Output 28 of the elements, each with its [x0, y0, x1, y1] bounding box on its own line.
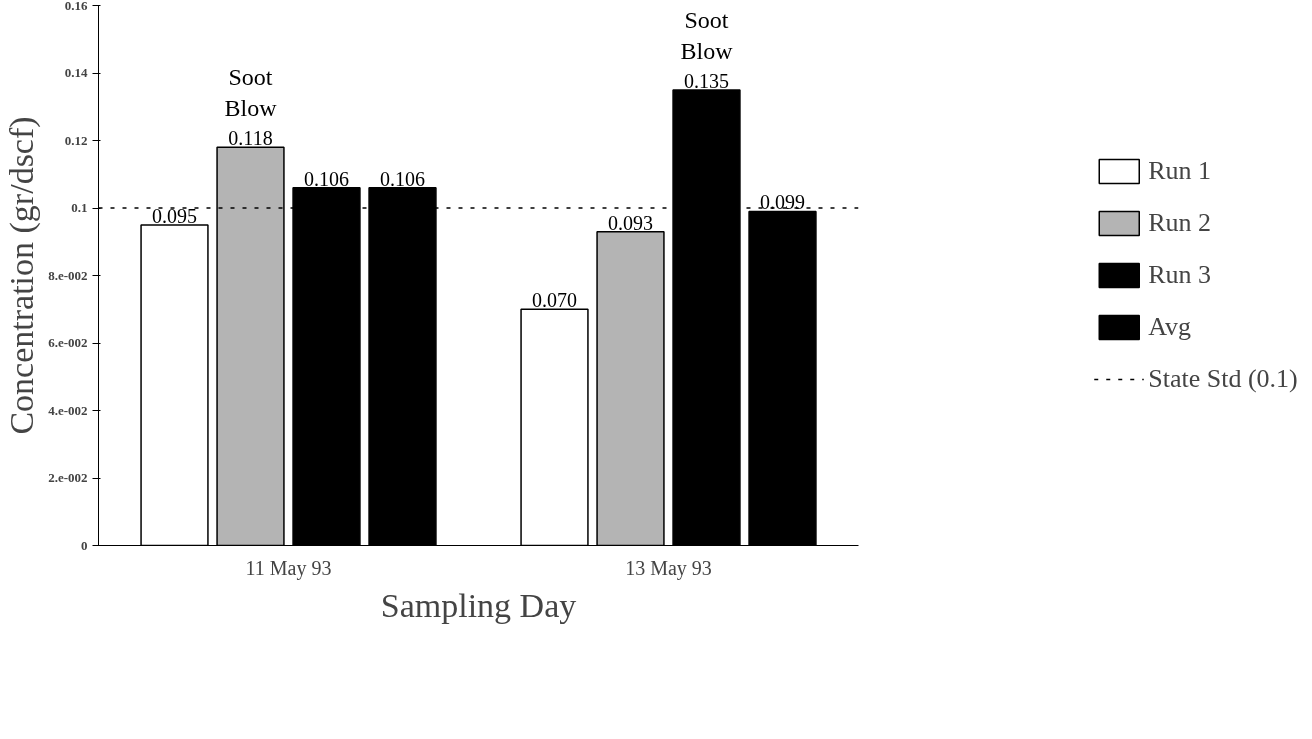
- annotation: Soot Blow: [224, 64, 278, 122]
- y-tick-label: 6.e-002: [48, 335, 88, 350]
- y-tick-label: 0.12: [64, 132, 88, 148]
- y-tick-label: 0.14: [64, 65, 88, 80]
- legend-label: Run 3: [1148, 260, 1212, 290]
- y-tick-label: 8.e-002: [48, 267, 88, 283]
- y-tick-label: 0.16: [64, 0, 88, 13]
- data-label: 0.106: [380, 167, 425, 190]
- data-label: 0.099: [760, 191, 805, 214]
- y-tick-label: 2.e-002: [48, 470, 88, 485]
- legend-label: Run 1: [1148, 156, 1212, 186]
- y-tick-label: 4.e-002: [48, 402, 88, 418]
- y-tick-label: 0: [81, 537, 88, 553]
- annotation: Soot Blow: [680, 6, 734, 64]
- data-label: 0.093: [608, 211, 653, 234]
- legend-label: State Std (0.1): [1148, 364, 1298, 394]
- legend-label: Avg: [1148, 312, 1192, 342]
- data-label: 0.106: [304, 167, 349, 190]
- x-tick-label: 11 May 93: [245, 556, 332, 580]
- data-label: 0.135: [684, 69, 729, 92]
- x-axis-title: Sampling Day: [380, 586, 577, 624]
- y-tick-label: 0.1: [71, 200, 88, 215]
- data-label: 0.118: [228, 127, 273, 150]
- data-label: 0.070: [532, 289, 577, 312]
- x-tick-label: 13 May 93: [625, 556, 712, 580]
- legend-label: Run 2: [1148, 208, 1212, 238]
- y-axis-title: Concentration (gr/dscf): [3, 116, 42, 435]
- data-label: 0.095: [152, 204, 197, 227]
